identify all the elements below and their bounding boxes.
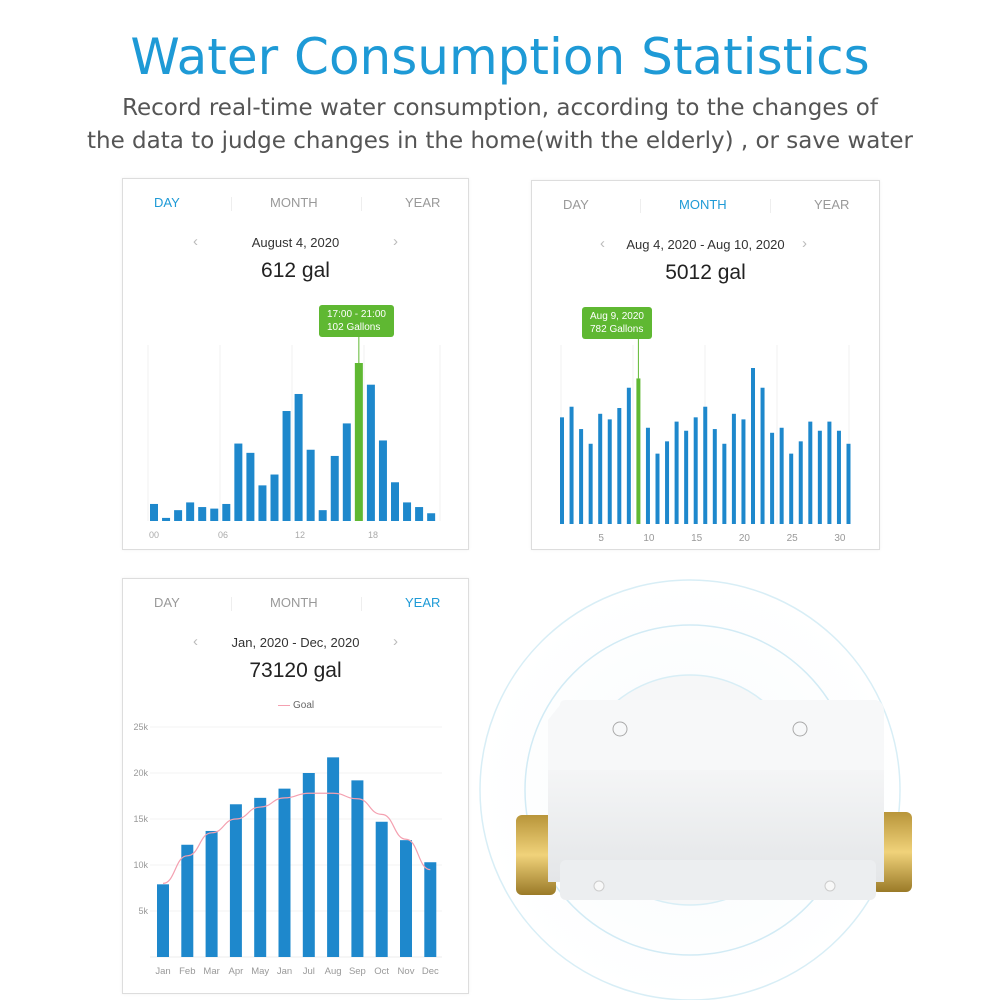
tooltip-range: 17:00 - 21:00 <box>327 309 386 320</box>
total-consumption: 73120 gal <box>249 659 342 682</box>
divider <box>770 199 771 213</box>
subtitle-line-1: Record real-time water consumption, acco… <box>122 95 878 121</box>
chevron-left-icon[interactable]: ‹ <box>600 235 605 252</box>
legend-swatch <box>278 704 290 706</box>
chevron-right-icon[interactable]: › <box>393 233 398 250</box>
period-tabs: DAY MONTH YEAR <box>123 195 468 215</box>
tooltip-value: 782 Gallons <box>590 324 644 335</box>
tab-month[interactable]: MONTH <box>679 197 727 212</box>
divider <box>640 199 641 213</box>
period-label: Jan, 2020 - Dec, 2020 <box>231 635 360 650</box>
bar-tooltip: Aug 9, 2020 782 Gallons <box>582 307 652 339</box>
chevron-right-icon[interactable]: › <box>802 235 807 252</box>
total-consumption: 5012 gal <box>665 261 746 284</box>
chevron-left-icon[interactable]: ‹ <box>193 633 198 650</box>
period-tabs: DAY MONTH YEAR <box>532 197 879 217</box>
tab-month[interactable]: MONTH <box>270 595 318 610</box>
divider <box>231 597 232 611</box>
chevron-left-icon[interactable]: ‹ <box>193 233 198 250</box>
period-label: August 4, 2020 <box>251 235 340 250</box>
tab-year[interactable]: YEAR <box>814 197 850 212</box>
tab-day[interactable]: DAY <box>154 595 180 610</box>
tooltip-date: Aug 9, 2020 <box>590 311 644 322</box>
tab-month[interactable]: MONTH <box>270 195 318 210</box>
tab-year[interactable]: YEAR <box>405 595 441 610</box>
bar-tooltip: 17:00 - 21:00 102 Gallons <box>319 305 394 337</box>
chevron-right-icon[interactable]: › <box>393 633 398 650</box>
tab-year[interactable]: YEAR <box>405 195 441 210</box>
period-label: Aug 4, 2020 - Aug 10, 2020 <box>626 237 785 252</box>
period-tabs: DAY MONTH YEAR <box>123 595 468 615</box>
tooltip-value: 102 Gallons <box>327 322 381 333</box>
divider <box>231 197 232 211</box>
total-consumption: 612 gal <box>261 259 330 282</box>
divider <box>361 197 362 211</box>
legend: Goal <box>278 700 314 711</box>
divider <box>361 597 362 611</box>
legend-label: Goal <box>293 700 315 711</box>
subtitle-line-2: the data to judge changes in the home(wi… <box>87 128 913 154</box>
tab-day[interactable]: DAY <box>563 197 589 212</box>
page-title: Water Consumption Statistics <box>130 28 870 86</box>
tab-day[interactable]: DAY <box>154 195 180 210</box>
